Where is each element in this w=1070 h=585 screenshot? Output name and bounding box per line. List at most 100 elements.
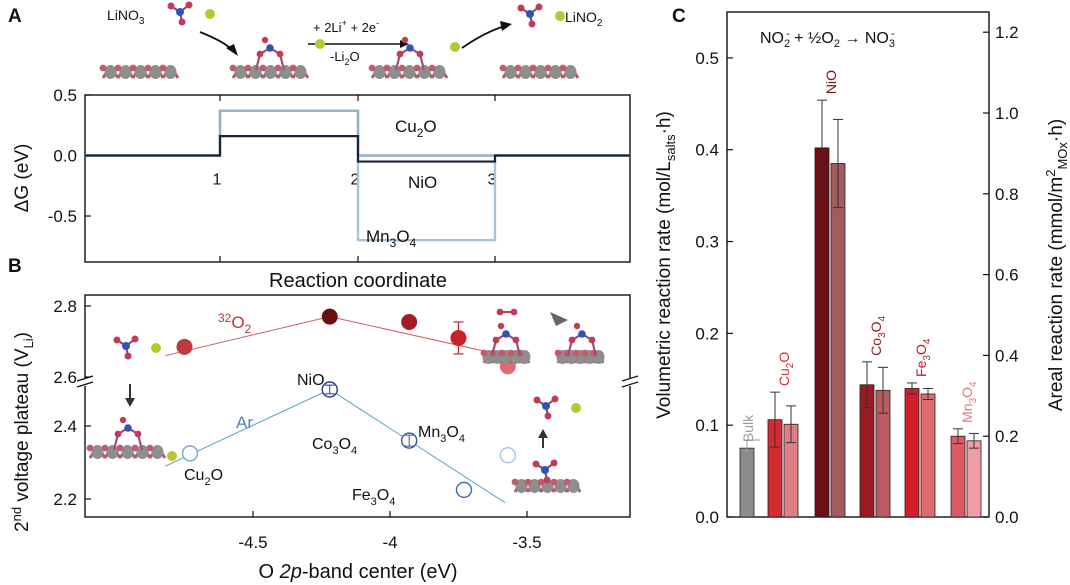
step-arrow-head [400,40,409,48]
panel-b-series [165,308,517,504]
slab-oxygen-atom [398,64,406,72]
slab-oxygen-atom [572,349,580,357]
oxygen-atom [113,336,121,344]
panel-a-ticks: 0.5 0.0 -0.5 1 2 3 [48,86,497,262]
scheme-adsorbate-3 [394,36,426,71]
lithium-atom [571,403,581,413]
panel-a-ylabel: ΔG (eV) [12,144,33,213]
panel-c-y2tick-label: 1.0 [995,104,1019,123]
curved-arrow-right [461,25,506,49]
panel-b-frame [84,294,631,518]
oxygen-atom [185,1,193,9]
panel-c-ytick-label: 0.4 [695,141,719,160]
panel-c-y2tick-label: 0.4 [995,346,1019,365]
bar-Bulk-0 [739,447,755,518]
slab-oxygen-atom [524,478,532,486]
oxygen-atom [550,459,558,467]
scheme-adsorbate-2 [254,36,286,71]
slab-metal-atom [541,479,554,493]
slab-oxygen-atom [114,64,122,72]
label-32o2: 32O2 [218,311,252,336]
bar-Mn3O4-1 [966,440,982,518]
slab-oxygen-atom [116,444,124,452]
point-ar-3 [455,481,473,499]
oxygen-atom [512,336,520,344]
slab-oxygen-atom [259,64,267,72]
point-32o2-0 [176,338,193,355]
b-nitrate-left [113,335,161,360]
panel-label-b: B [8,256,22,277]
oxygen-atom [114,430,122,438]
point-32o2-2 [401,313,418,330]
lithium-atom [205,9,215,19]
bar-label-text: Mn [959,403,975,422]
curved-arrow-right-head [500,21,512,31]
curved-arrow-left [199,31,233,51]
lithium-atom [151,343,161,353]
slab-metal-atom [567,479,580,493]
axis-break-marks [76,375,639,388]
slab-metal-atom [249,65,262,79]
b-adsorbate-right-2 [566,322,598,357]
slab-metal-atom [528,479,541,493]
slab-oxygen-atom [146,444,154,452]
panel-a-series [85,109,630,242]
nitrogen-atom [124,424,132,432]
panel-c-ytick-label: 0.0 [695,508,719,527]
point-32o2-3 [450,329,467,346]
oxygen-atom [124,352,132,360]
oxygen-atom [517,4,525,12]
step-top-label: + 2Li+ + 2e- [313,18,379,35]
slab-metal-atom [134,65,147,79]
slab-oxygen-atom [511,478,519,486]
bar-label-sub2: 4 [968,381,979,387]
scheme-lithium-2 [315,39,325,49]
slab-oxygen-atom [368,64,376,72]
slab-metal-atom [534,65,547,79]
point-label-cu2o: Cu2O [184,467,223,488]
label-cu2o-a: Cu2O [395,117,437,140]
oxygen-atom [533,396,541,404]
oxygen-atom [167,2,175,10]
oxygen-atom [551,395,559,403]
b-adsorbate-right-1 [490,322,522,357]
panel-a-point-label: 3 [488,172,497,189]
panel-b-ytick-label: 2.6 [53,368,77,387]
nitrogen-atom [266,44,274,52]
oxygen-atom [416,50,424,58]
scheme-slab-4 [499,64,580,79]
panel-b-xlabel: O 2p-band center (eV) [258,561,457,583]
bulk-leader-line [746,439,760,452]
point-ar-0 [181,445,199,462]
slab-metal-atom [91,445,104,459]
slab-metal-atom [388,65,401,79]
axis-break-mask [78,378,92,386]
slab-oxygen-atom [529,64,537,72]
point-label-co3o4: Co3O4 [312,436,357,457]
slab-oxygen-atom [101,444,109,452]
panel-label-c: C [672,6,686,27]
oxygen-atom [119,416,127,424]
b-o2-atom [496,308,504,316]
scheme-lithium-3 [450,42,460,52]
oxygen-atom [256,50,264,58]
scheme-slab-1 [99,64,180,79]
bar-label-NiO: NiO [823,70,839,94]
bar-label-text: Cu [776,368,792,386]
slab-oxygen-atom [131,444,139,452]
point-ar-4 [499,447,517,464]
slab-oxygen-atom [144,64,152,72]
slab-oxygen-atom [289,64,297,72]
panel-b-ytick-label: 2.2 [53,490,77,509]
bar-label-sub: 3 [968,397,979,403]
slab-metal-atom [164,65,177,79]
nitrogen-atom [578,330,586,338]
slab-oxygen-atom [86,444,94,452]
point-label-nio: NiO [297,372,325,389]
bar-label-Fe3O4: Fe3O4 [913,338,933,377]
slab-oxygen-atom [507,349,515,357]
slab-oxygen-atom [428,64,436,72]
nitrogen-atom [122,342,130,350]
